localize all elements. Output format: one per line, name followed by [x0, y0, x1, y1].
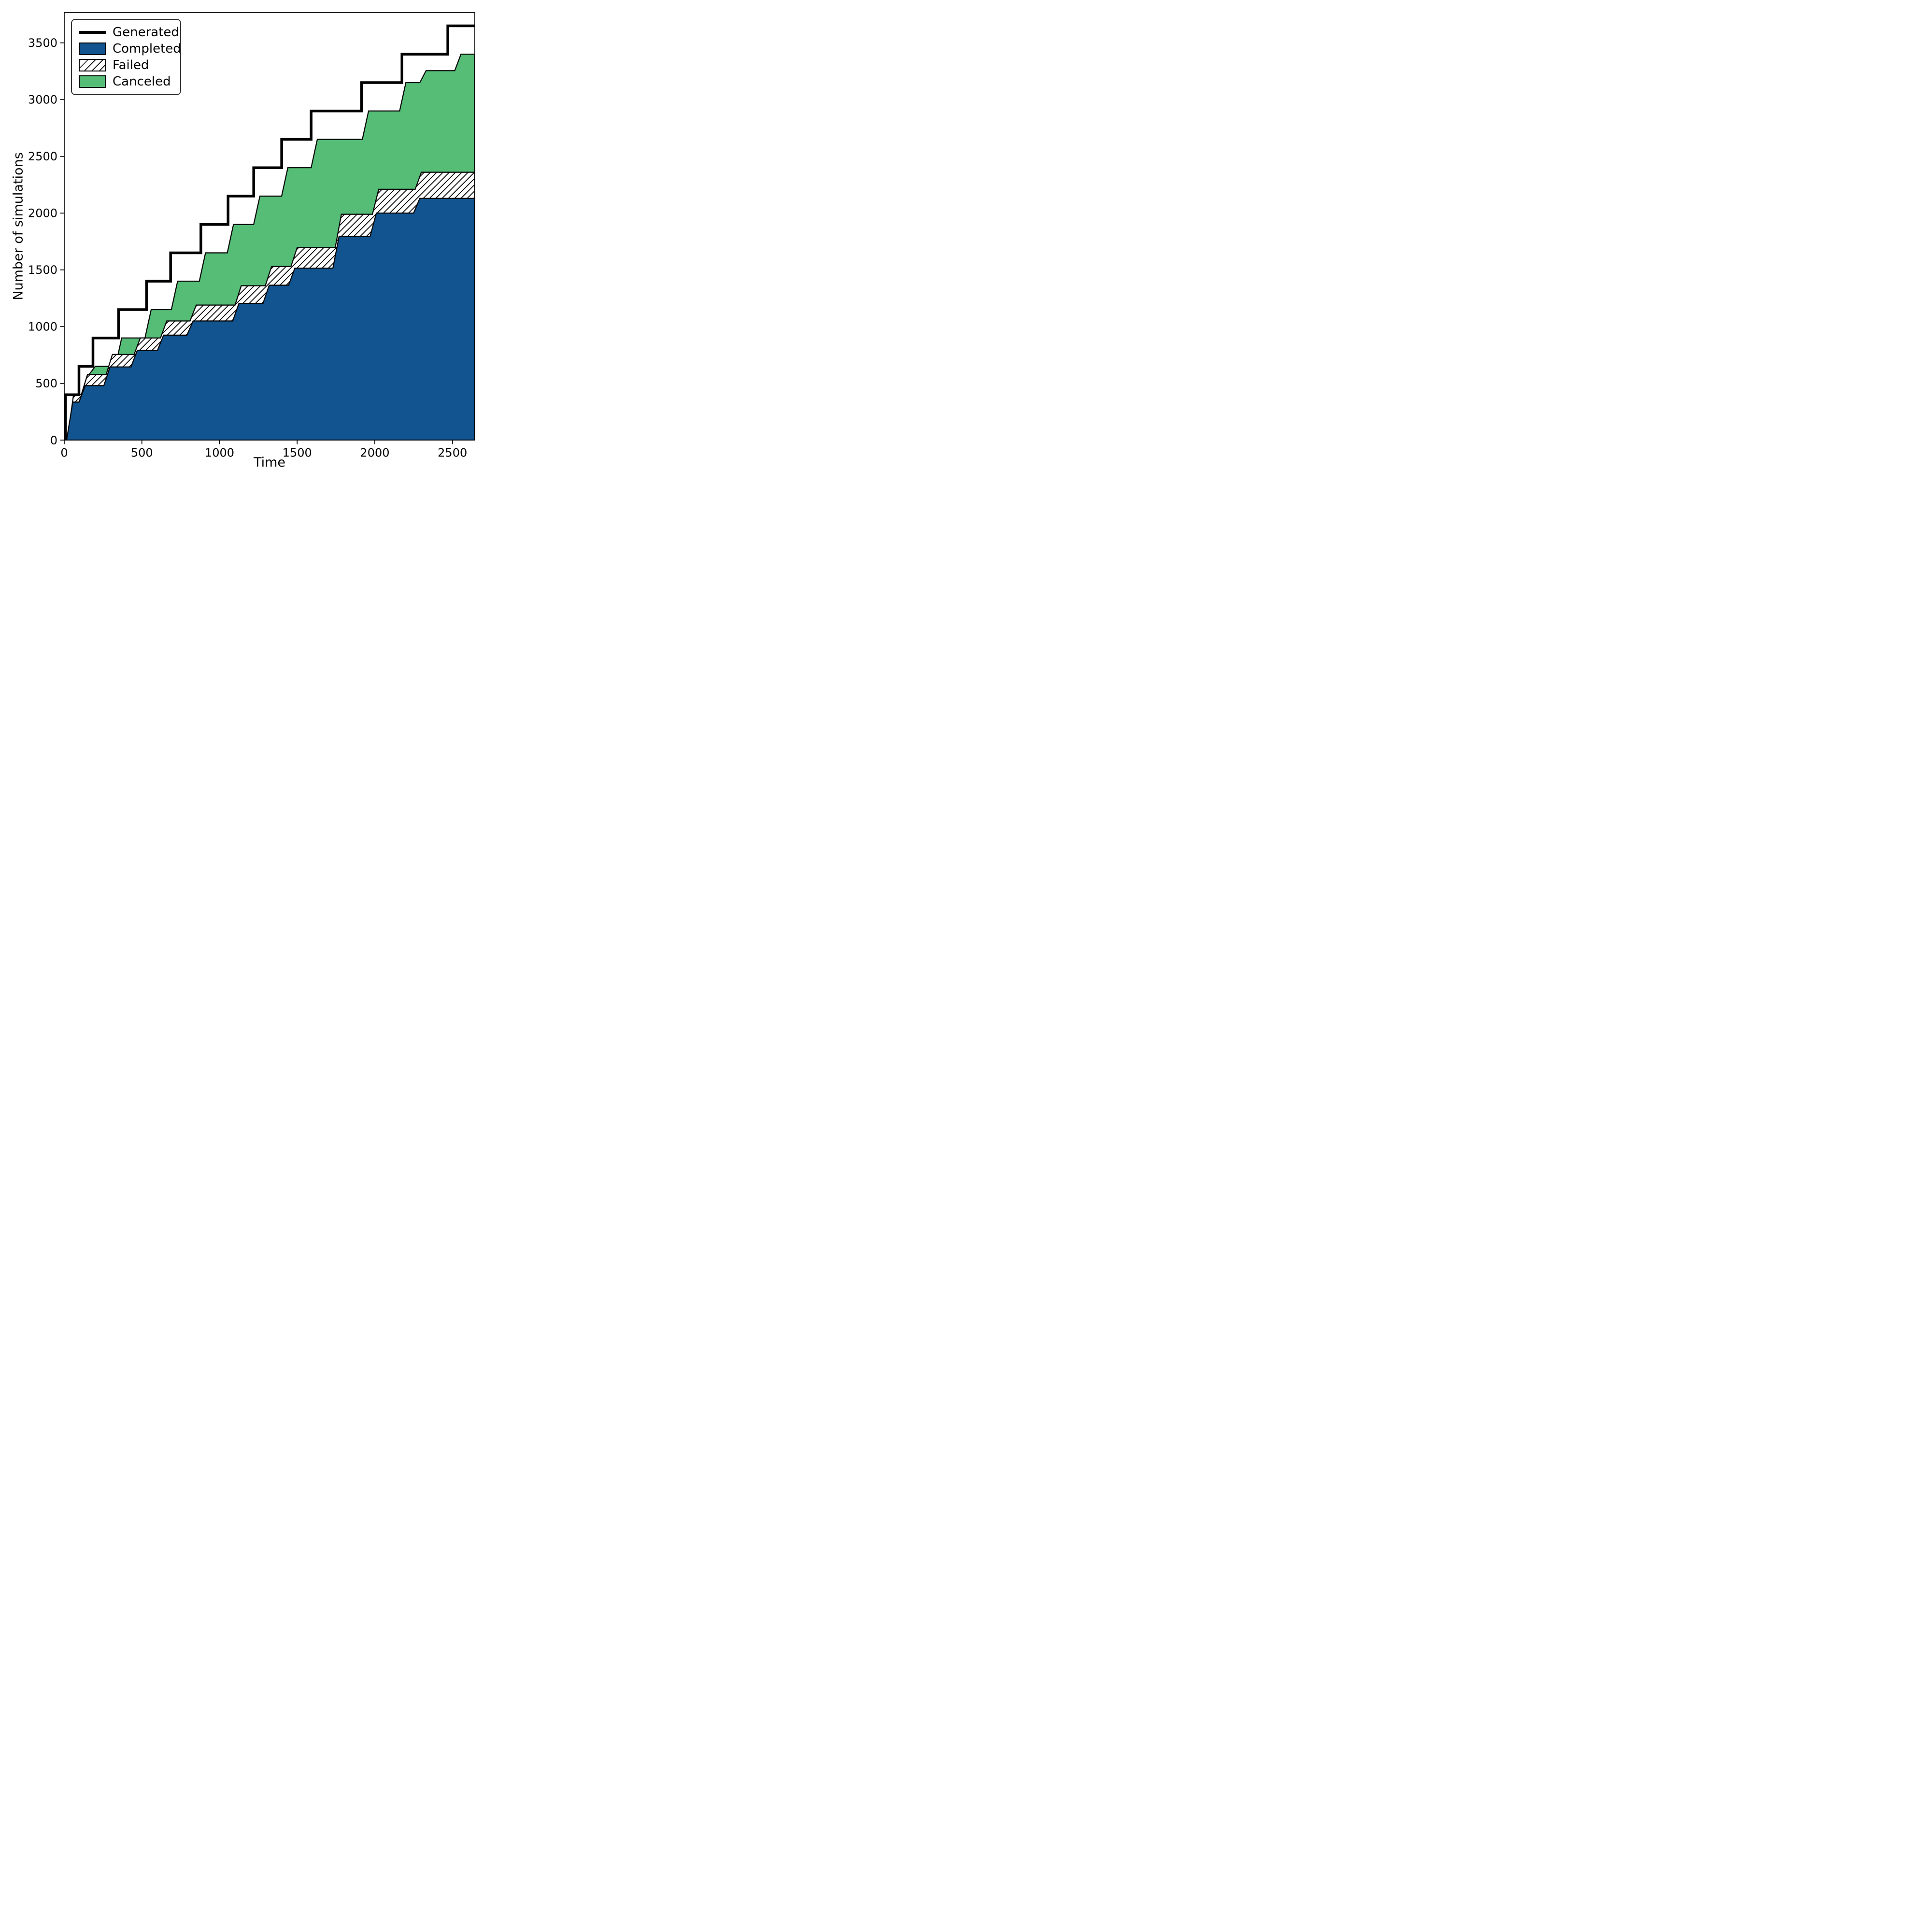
legend-item-canceled: Canceled [79, 73, 173, 90]
y-tick-label-2000: 2000 [28, 207, 57, 220]
legend: Generated Completed Failed Canceled [71, 19, 181, 95]
y-tick-label-3000: 3000 [28, 93, 57, 107]
y-tick-label-3500: 3500 [28, 36, 57, 50]
canceled-patch-icon [79, 75, 106, 88]
y-tick-label-0: 0 [50, 434, 57, 447]
generated-line-icon [79, 31, 106, 34]
legend-label-completed: Completed [113, 42, 181, 56]
y-tick-label-1000: 1000 [28, 320, 57, 334]
figure: 0 500 1000 1500 2000 2500 0 500 1000 1500 2000 2500… [0, 0, 483, 483]
legend-item-failed: Failed [79, 57, 173, 73]
failed-hatch-patch-icon [79, 59, 106, 71]
legend-label-canceled: Canceled [113, 74, 171, 89]
legend-item-generated: Generated [79, 24, 179, 41]
y-tick-label-1500: 1500 [28, 263, 57, 277]
x-axis-label: Time [253, 455, 286, 470]
y-tick-label-2500: 2500 [28, 150, 57, 163]
x-tick-label-2000: 2000 [360, 446, 389, 459]
legend-label-generated: Generated [113, 25, 179, 40]
x-tick-label-500: 500 [131, 446, 153, 459]
chart-canvas: 0 500 1000 1500 2000 2500 0 500 1000 1500 2000 2500… [28, 12, 475, 459]
legend-item-completed: Completed [79, 41, 181, 57]
y-axis-label: Number of simulations [11, 152, 26, 300]
y-tick-label-500: 500 [35, 377, 57, 390]
x-tick-label-0: 0 [60, 446, 68, 459]
axes-spines [64, 12, 475, 441]
x-tick-label-2500: 2500 [438, 446, 467, 459]
x-tick-label-1000: 1000 [205, 446, 234, 459]
legend-label-failed: Failed [113, 58, 149, 72]
generated-step-line [64, 24, 475, 440]
completed-area [66, 198, 475, 440]
x-tick-label-1500: 1500 [283, 446, 312, 459]
completed-patch-icon [79, 43, 106, 55]
